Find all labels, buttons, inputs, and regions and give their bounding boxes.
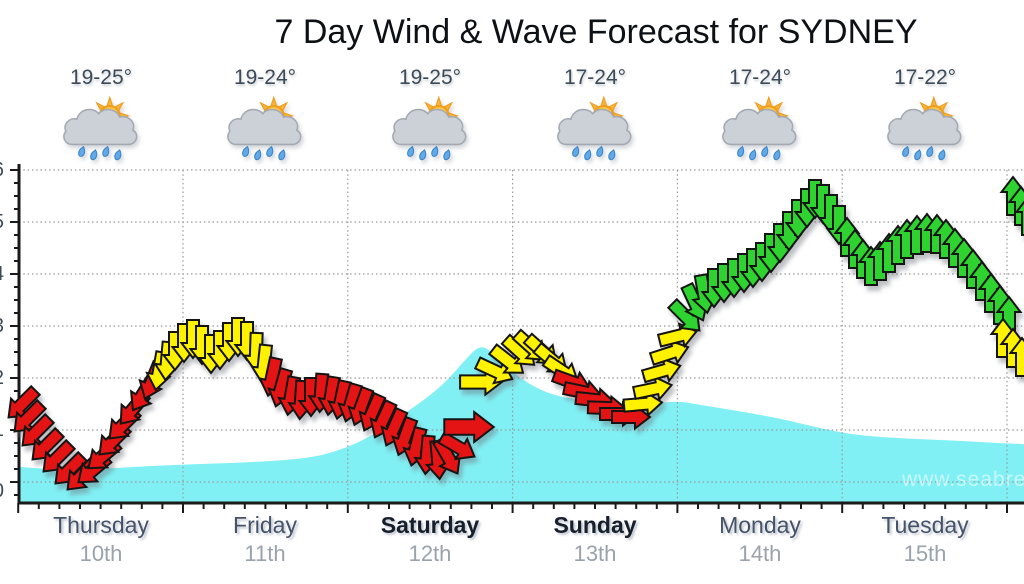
y-axis-label-3: 3 — [0, 315, 4, 338]
rain-shower-icon — [718, 94, 802, 162]
y-axis-label-0: 0 — [0, 480, 4, 503]
day-column-tuesday: 17-22° Tuesday 15th — [843, 0, 1007, 584]
day-column-friday: 19-24° Friday 11th — [183, 0, 347, 584]
rain-shower-icon — [59, 94, 143, 162]
wind-arrow — [13, 398, 48, 433]
day-column-monday: 17-24° Monday 14th — [678, 0, 842, 584]
wind-arrows — [7, 175, 1024, 491]
day-column-thursday: 19-25° Thursday 10th — [19, 0, 183, 584]
watermark-text: www.seabre — [902, 468, 1024, 491]
wind-arrow — [487, 343, 525, 374]
wind-arrow — [640, 357, 682, 384]
day-name: Tuesday — [881, 512, 969, 538]
day-name: Monday — [719, 512, 801, 538]
day-name: Sunday — [553, 512, 637, 538]
wind-arrow — [648, 339, 690, 366]
y-axis-label-1: 1 — [0, 419, 4, 442]
day-column-saturday: 19-25° Saturday 12th — [348, 0, 512, 584]
temp-range: 17-24° — [728, 66, 792, 89]
temp-range: 17-24° — [563, 66, 627, 89]
rain-shower-icon — [388, 94, 472, 162]
wind-arrow — [21, 412, 56, 447]
day-name: Saturday — [380, 512, 480, 538]
day-date: 11th — [244, 541, 286, 566]
y-axis-label-4: 4 — [0, 263, 4, 286]
y-axis-label-2: 2 — [0, 367, 4, 390]
rain-shower-icon — [553, 94, 637, 162]
rain-shower-icon — [223, 94, 307, 162]
day-date: 12th — [408, 541, 452, 566]
day-date: 10th — [79, 541, 123, 566]
day-date: 15th — [903, 541, 947, 566]
temp-range: 17-22° — [893, 66, 957, 89]
wind-arrow — [7, 384, 42, 419]
page-title: 7 Day Wind & Wave Forecast for SYDNEY — [274, 13, 918, 51]
day-date: 13th — [573, 541, 617, 566]
wind-arrow — [437, 430, 476, 461]
temp-range: 19-25° — [69, 66, 133, 89]
wind-arrow — [631, 375, 674, 402]
day-name: Thursday — [53, 512, 149, 538]
wind-arrow — [1014, 195, 1024, 236]
wind-arrow — [1008, 336, 1024, 377]
day-date: 14th — [738, 541, 782, 566]
temp-range: 19-24° — [233, 66, 297, 89]
wave-height-area — [19, 347, 1024, 503]
day-name: Friday — [233, 512, 297, 538]
temp-range: 19-25° — [398, 66, 462, 89]
wind-arrow — [443, 410, 496, 444]
day-column-sunday: 17-24° Sunday 13th — [513, 0, 677, 584]
rain-shower-icon — [883, 94, 967, 162]
y-axis-label-5: 5 — [0, 211, 4, 234]
y-axis-label-6: 6 — [0, 159, 4, 182]
